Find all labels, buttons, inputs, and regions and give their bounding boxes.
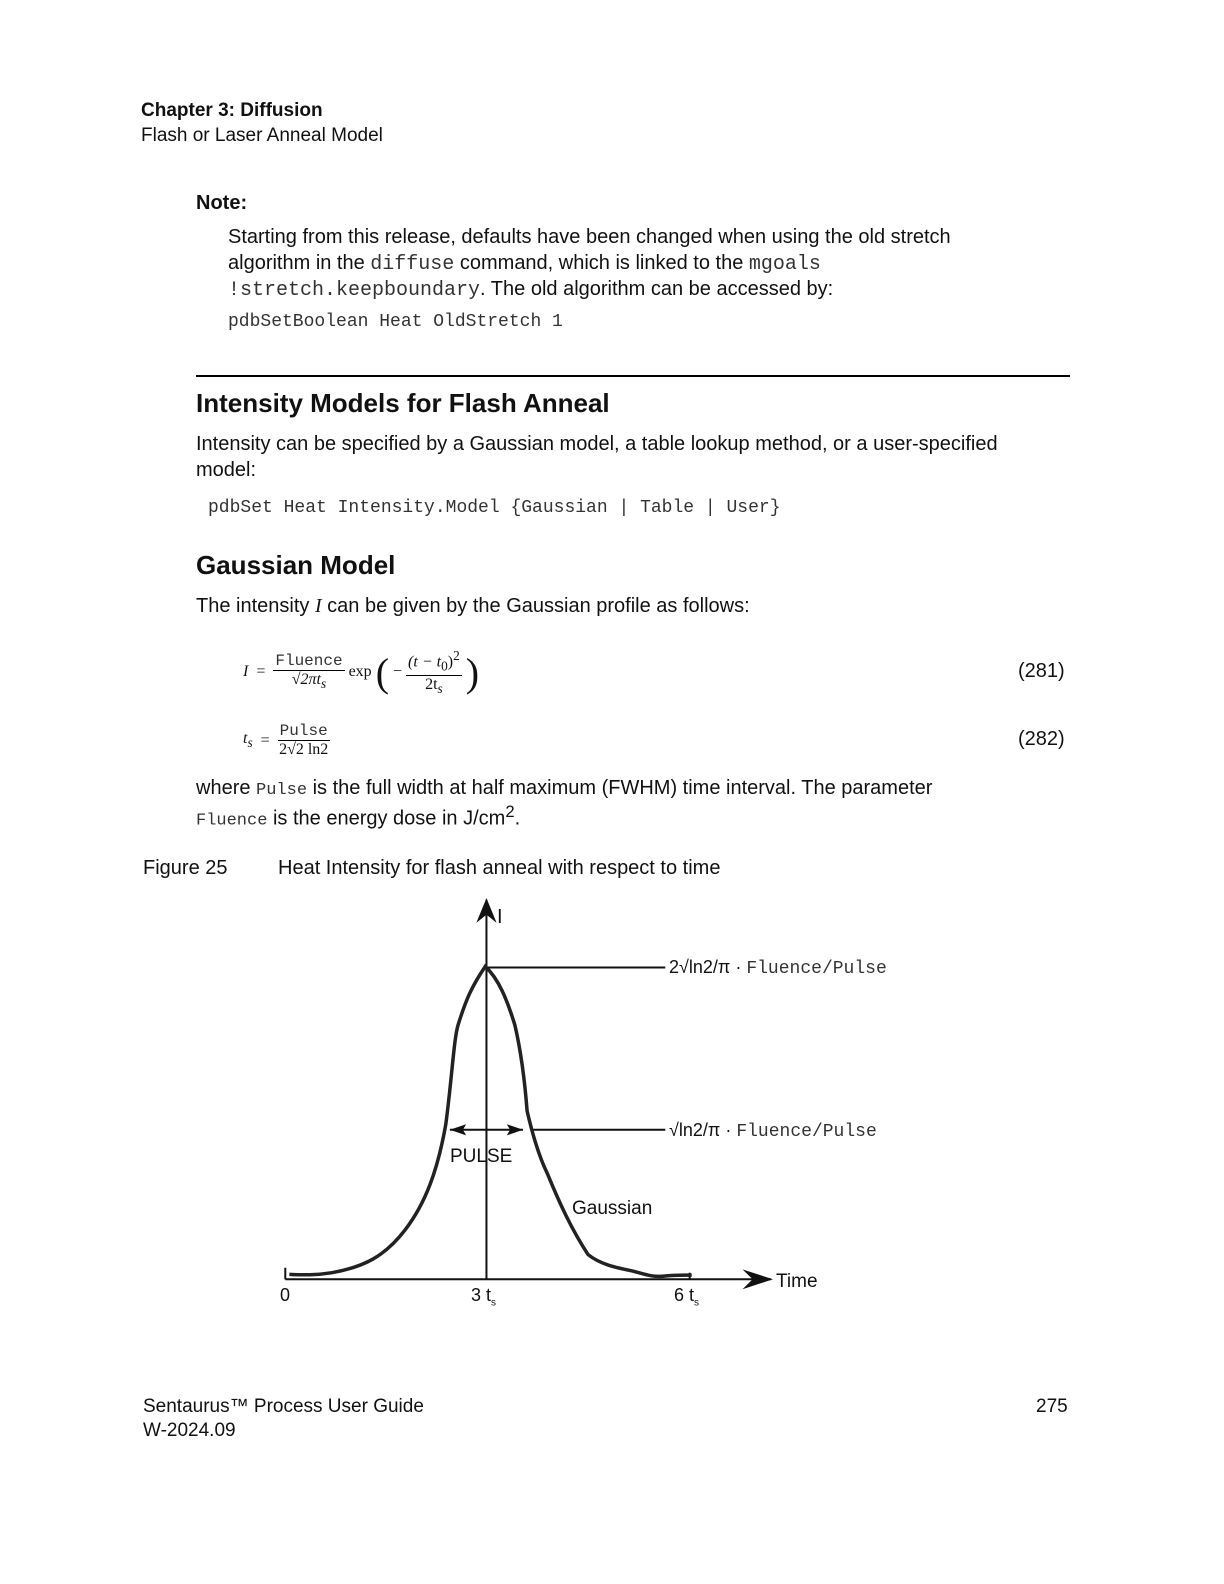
sub: s [247,735,253,751]
equation-282: ts = Pulse 2√2 ln2 [243,722,330,759]
note-label: Note: [196,192,248,214]
eq-fraction: Pulse 2√2 ln2 [277,722,330,759]
y-axis-label: I [497,906,503,928]
intensity-para-1: Intensity can be specified by a Gaussian… [196,433,998,455]
section-title-gaussian: Gaussian Model [196,550,396,580]
equation-number-281: (281) [1018,660,1065,682]
denominator: 2√2 ln2 [279,741,329,758]
gaussian-curve [289,966,691,1276]
sub: s [491,1297,497,1309]
section-header: Flash or Laser Anneal Model [141,125,383,146]
eq-lhs: t [243,729,248,747]
inner-den: 2t [425,675,438,693]
where-line-2: Fluence is the energy dose in J/cm2. [196,802,520,831]
denominator: √2πt [291,671,321,689]
sub: s [437,680,443,696]
sub: 0 [441,658,448,674]
footer-title: Sentaurus™ Process User Guide [143,1396,424,1417]
text: 2√ln2/π · [669,957,747,977]
note-line-1: Starting from this release, defaults hav… [228,226,951,248]
pulse-label: PULSE [450,1146,513,1167]
figure-caption: Heat Intensity for flash anneal with res… [278,857,721,879]
x-axis-label: Time [776,1271,818,1292]
text: 6 t [674,1285,695,1305]
gaussian-label: Gaussian [572,1198,653,1219]
numerator: Pulse [277,722,330,741]
figure-number: Figure 25 [143,857,228,879]
text: . The old algorithm can be accessed by: [480,278,834,300]
section-divider [196,375,1070,377]
gaussian-figure [267,898,773,1290]
code-keepboundary: !stretch.keepboundary [228,279,481,302]
text: . [514,807,521,830]
eq-fraction: Fluence √2πts [273,652,345,692]
intensity-para-2: model: [196,459,257,481]
page-number: 275 [1036,1396,1068,1417]
code: Fluence/Pulse [746,959,887,979]
text: algorithm in the [228,252,371,274]
text: The intensity [196,595,315,617]
note-line-2: algorithm in the diffuse command, which … [228,252,821,276]
footer-version: W-2024.09 [143,1420,236,1441]
code: Fluence/Pulse [736,1122,877,1142]
intensity-axis-arrow-icon [476,898,497,923]
code-mgoals: mgoals [748,253,821,276]
sup: 2 [453,648,460,663]
text: is the energy dose in J/cm [267,807,506,830]
sub: s [694,1297,700,1309]
note-command: pdbSetBoolean Heat OldStretch 1 [228,312,563,332]
code-diffuse: diffuse [370,253,455,276]
eq-lhs: I [243,663,249,681]
text: √ln2/π · [669,1120,737,1140]
tick-label-6ts: 6 ts [674,1285,699,1309]
text: command, which is linked to the [454,252,749,274]
tick-label-0: 0 [280,1285,291,1305]
section-title-intensity: Intensity Models for Flash Anneal [196,388,610,418]
equation-281: I = Fluence √2πts exp(− (t − t0)2 2ts ) [243,648,480,696]
time-axis-arrow-icon [742,1269,773,1290]
half-max-label: √ln2/π · Fluence/Pulse [669,1120,877,1142]
inner-num: (t − t [408,653,442,671]
text: 3 t [471,1285,492,1305]
exp-fraction: (t − t0)2 2ts [406,648,462,696]
gaussian-intro: The intensity I can be given by the Gaus… [196,595,750,618]
exp: exp [348,663,372,681]
note-line-3: !stretch.keepboundary. The old algorithm… [228,278,833,302]
text: is the full width at half maximum (FWHM)… [307,777,933,799]
numerator: Fluence [273,652,345,672]
where-line-1: where Pulse is the full width at half ma… [196,777,932,800]
equation-number-282: (282) [1018,728,1065,750]
var-I: I [314,595,322,617]
tick-label-3ts: 3 ts [471,1285,496,1309]
chapter-header: Chapter 3: Diffusion [141,100,323,121]
text: where [196,777,257,799]
sub: s [321,676,327,692]
code-fluence: Fluence [196,811,268,831]
sup: 2 [505,802,515,821]
peak-label: 2√ln2/π · Fluence/Pulse [669,957,887,979]
text: can be given by the Gaussian profile as … [321,595,750,617]
intensity-command: pdbSet Heat Intensity.Model {Gaussian | … [208,498,781,518]
code-pulse: Pulse [256,781,308,800]
